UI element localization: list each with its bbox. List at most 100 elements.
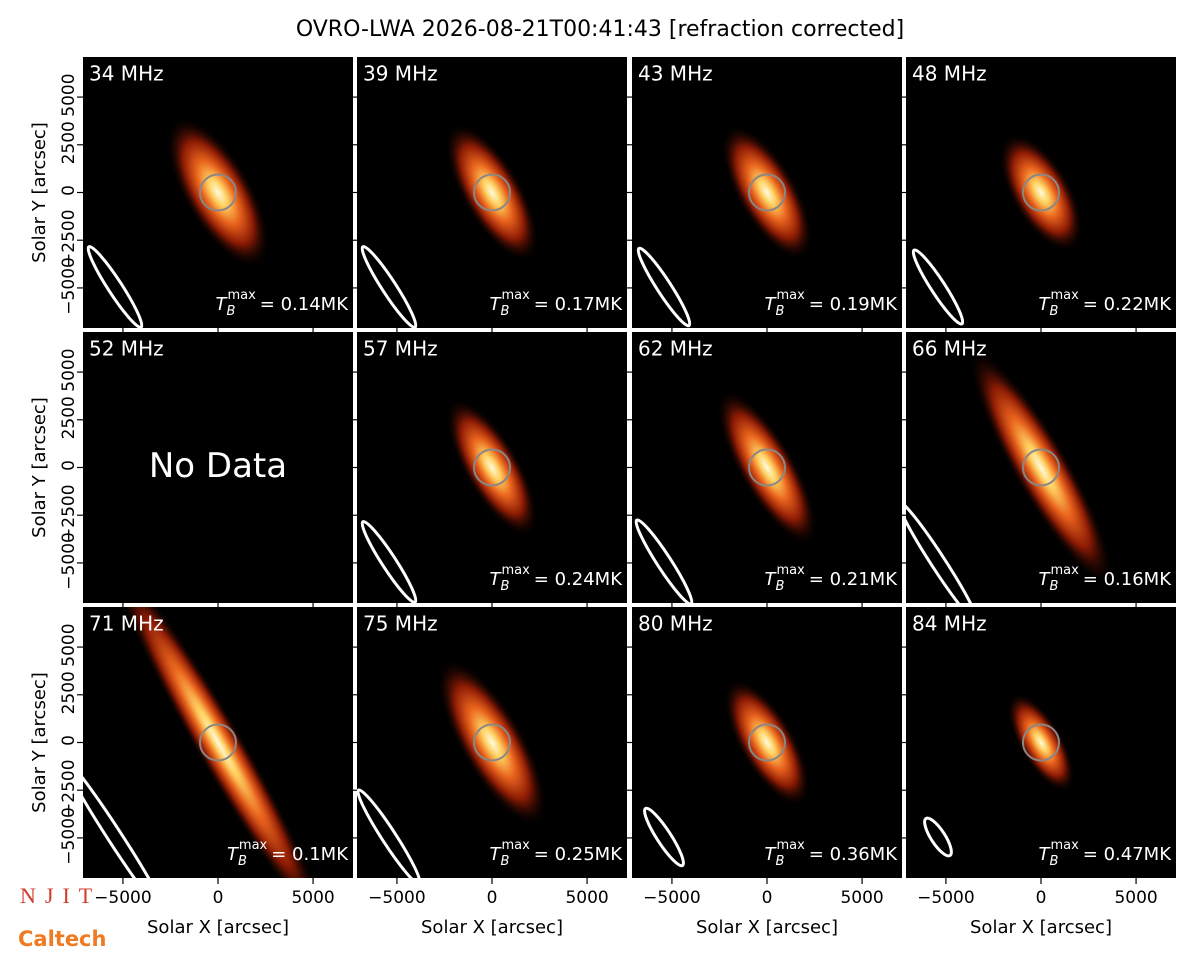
tmax-sup: max (239, 838, 268, 853)
tmax-sub: B (501, 579, 510, 594)
panel-image (357, 658, 547, 878)
tmax-symbol: T (490, 844, 503, 865)
panel-image (360, 123, 539, 328)
solar-disk (1022, 723, 1060, 762)
tmax-sup: max (501, 563, 530, 578)
tmax-sub: B (1050, 854, 1059, 869)
panel-image (634, 390, 818, 603)
solar-disk (748, 723, 786, 762)
tmax-label: TBmax = 0.24MK (490, 563, 624, 594)
emission (999, 133, 1083, 252)
tmax-sub: B (501, 304, 510, 319)
tmax-symbol: T (490, 294, 503, 315)
x-axis-label: Solar X [arcsec] (696, 917, 838, 938)
frequency-label: 71 MHz (89, 612, 164, 636)
y-tick-label: 2500 (59, 121, 79, 164)
beam (634, 518, 694, 603)
tmax-symbol: T (1039, 844, 1052, 865)
x-tick-label: −5000 (643, 888, 701, 908)
tmax-sup: max (776, 288, 805, 303)
solar-disk (199, 723, 237, 762)
emission (446, 398, 538, 537)
y-tick-label: −5000 (59, 532, 79, 590)
solar-disk (473, 173, 511, 212)
tmax-label: TBmax = 0.22MK (1039, 288, 1173, 319)
solar-disk (1022, 173, 1060, 212)
panel-image (86, 116, 270, 328)
emission (720, 124, 814, 261)
panel-image (636, 124, 814, 328)
y-tick-label: −2500 (59, 484, 79, 542)
tmax-label: TBmax = 0.16MK (1039, 563, 1173, 594)
beam (360, 245, 418, 328)
solar-disk (473, 723, 511, 762)
frequency-label: 43 MHz (638, 62, 713, 86)
beam (83, 755, 169, 878)
solar-disk (1022, 448, 1060, 487)
frequency-label: 75 MHz (363, 612, 438, 636)
y-tick-label: 5000 (59, 623, 79, 666)
panel-image (906, 349, 1113, 603)
tmax-value: = 0.47MK (1083, 844, 1172, 865)
tmax-value: = 0.1MK (271, 844, 349, 865)
frequency-label: 66 MHz (912, 337, 987, 361)
y-tick-label: −5000 (59, 257, 79, 315)
no-data-note: No Data (149, 446, 287, 486)
frequency-label: 48 MHz (912, 62, 987, 86)
x-tick-label: 0 (762, 888, 773, 908)
x-tick-label: 5000 (840, 888, 883, 908)
panel-image (911, 133, 1083, 326)
tmax-sub: B (227, 304, 236, 319)
beam (906, 499, 980, 603)
y-axis-label: Solar Y [arcsec] (29, 672, 50, 813)
tmax-sub: B (501, 854, 510, 869)
panel-image (923, 692, 1075, 858)
title: OVRO-LWA 2026-08-21T00:41:43 [refraction… (296, 17, 904, 42)
x-tick-label: 0 (487, 888, 498, 908)
frequency-label: 80 MHz (638, 612, 713, 636)
tmax-value: = 0.21MK (809, 569, 898, 590)
tmax-symbol: T (1039, 294, 1052, 315)
solar-disk (748, 173, 786, 212)
y-tick-label: −2500 (59, 759, 79, 817)
beam (86, 245, 144, 328)
tmax-label: TBmax = 0.14MK (216, 288, 350, 319)
tmax-sub: B (1050, 579, 1059, 594)
tmax-label: TBmax = 0.19MK (765, 288, 899, 319)
emission (716, 390, 818, 545)
tmax-sub: B (776, 304, 785, 319)
frequency-label: 52 MHz (89, 337, 164, 361)
tmax-sup: max (501, 838, 530, 853)
emission (110, 607, 326, 878)
y-axis-label: Solar Y [arcsec] (29, 397, 50, 538)
y-tick-label: −2500 (59, 209, 79, 267)
tmax-value: = 0.25MK (534, 844, 623, 865)
x-tick-label: 5000 (291, 888, 334, 908)
y-tick-label: 0 (59, 185, 79, 196)
frequency-label: 57 MHz (363, 337, 438, 361)
tmax-value: = 0.14MK (260, 294, 349, 315)
emission (166, 116, 270, 269)
x-axis-label: Solar X [arcsec] (147, 917, 289, 938)
panel-image (643, 678, 811, 868)
tmax-symbol: T (216, 294, 229, 315)
panel-image (83, 607, 326, 878)
tmax-symbol: T (765, 569, 778, 590)
tmax-value: = 0.17MK (534, 294, 623, 315)
tmax-label: TBmax = 0.47MK (1039, 838, 1173, 869)
panel-image (360, 398, 538, 603)
tmax-sub: B (776, 854, 785, 869)
beam (643, 806, 685, 868)
frequency-label: 84 MHz (912, 612, 987, 636)
y-tick-label: 0 (59, 735, 79, 746)
x-tick-label: −5000 (368, 888, 426, 908)
solar-disk (748, 448, 786, 487)
x-tick-label: −5000 (917, 888, 975, 908)
tmax-symbol: T (490, 569, 503, 590)
emission (1007, 692, 1075, 793)
y-tick-label: 5000 (59, 348, 79, 391)
beam (360, 520, 418, 603)
y-tick-label: −5000 (59, 807, 79, 865)
y-tick-label: 2500 (59, 671, 79, 714)
